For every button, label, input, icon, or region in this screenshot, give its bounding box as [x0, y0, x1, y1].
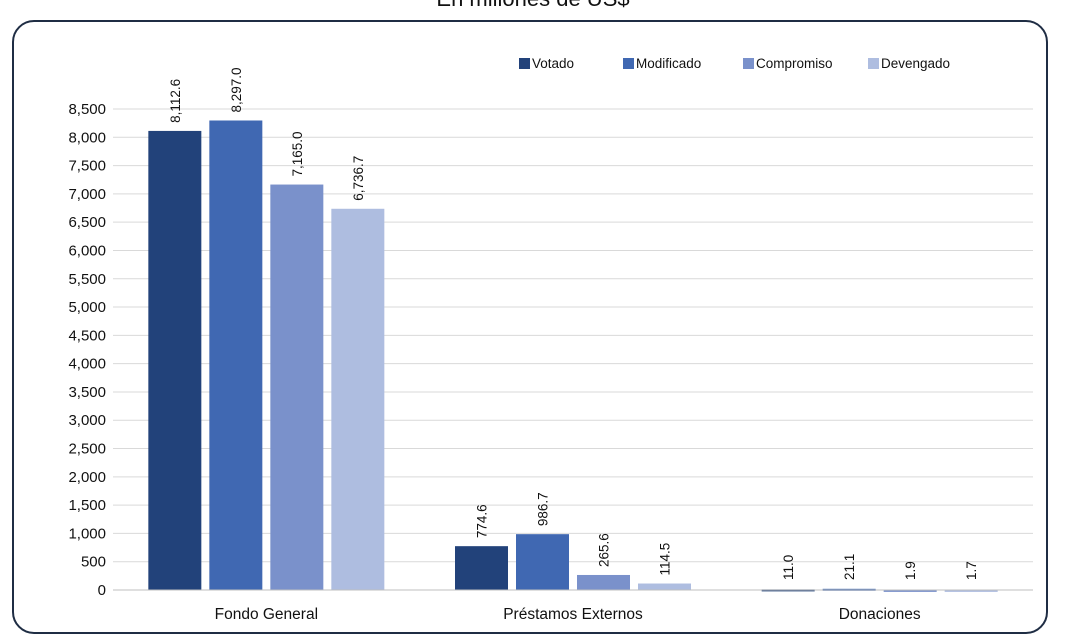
y-tick-label: 6,500	[68, 214, 106, 231]
legend-label: Devengado	[881, 56, 950, 71]
legend-swatch	[743, 58, 754, 69]
data-label: 774.6	[475, 504, 490, 538]
y-tick-label: 7,500	[68, 158, 106, 175]
y-tick-label: 2,500	[68, 441, 106, 458]
data-labels: 8,112.6 8,297.0 7,165.0 6,736.7 774.6 986.7 26…	[168, 67, 979, 580]
data-label: 8,112.6	[168, 79, 183, 123]
bar-compromiso	[883, 589, 937, 592]
legend-swatch	[519, 58, 530, 69]
bar-devengado	[944, 589, 998, 592]
y-tick-label: 500	[81, 554, 106, 571]
chart-subtitle: En millones de US$	[0, 0, 1066, 12]
y-tick-label: 4,500	[68, 327, 106, 344]
bar-modificado	[209, 120, 263, 590]
data-label: 986.7	[536, 492, 551, 526]
data-label: 265.6	[597, 533, 612, 567]
bar-devengado	[331, 208, 385, 590]
y-tick-label: 5,500	[68, 271, 106, 288]
y-tick-label: 3,500	[68, 384, 106, 401]
legend-label: Votado	[532, 56, 574, 71]
data-label: 1.9	[903, 561, 918, 580]
legend-label: Compromiso	[756, 56, 833, 71]
y-tick-label: 7,000	[68, 186, 106, 203]
bar-votado	[148, 130, 202, 590]
bar-votado	[455, 546, 508, 590]
data-label: 1.7	[964, 561, 979, 580]
data-label: 11.0	[781, 555, 796, 580]
y-tick-label: 6,000	[68, 242, 106, 259]
data-label: 7,165.0	[290, 131, 305, 176]
bar-compromiso	[270, 184, 324, 590]
data-label: 21.1	[842, 554, 857, 580]
bars	[148, 120, 998, 592]
legend: Votado Modificado Compromiso Devengado	[519, 56, 950, 71]
y-tick-label: 8,000	[68, 129, 106, 146]
bar-compromiso	[577, 574, 630, 590]
legend-label: Modificado	[636, 56, 701, 71]
bar-modificado	[516, 534, 569, 590]
y-tick-label: 5,000	[68, 299, 106, 316]
bar-devengado	[638, 583, 691, 590]
data-label: 114.5	[658, 543, 673, 576]
gridlines	[113, 108, 1033, 563]
y-tick-label: 1,000	[68, 525, 106, 542]
x-axis: Fondo General Préstamos Externos Donacione…	[113, 589, 1033, 623]
legend-swatch	[868, 58, 879, 69]
data-label: 6,736.7	[351, 156, 366, 201]
y-tick-label: 1,500	[68, 497, 106, 514]
y-tick-label: 0	[98, 582, 106, 599]
y-tick-label: 4,000	[68, 356, 106, 373]
x-tick-label: Fondo General	[215, 606, 318, 623]
y-axis: 0 500 1,000 1,500 2,000 2,500 3,000 3,500 4,000 4…	[68, 101, 106, 599]
y-tick-label: 2,000	[68, 469, 106, 486]
y-tick-label: 3,000	[68, 412, 106, 429]
data-label: 8,297.0	[229, 67, 244, 112]
y-tick-label: 8,500	[68, 101, 106, 118]
chart-frame	[12, 20, 1048, 634]
legend-swatch	[623, 58, 634, 69]
x-tick-label: Donaciones	[839, 606, 921, 623]
x-tick-label: Préstamos Externos	[503, 606, 643, 623]
